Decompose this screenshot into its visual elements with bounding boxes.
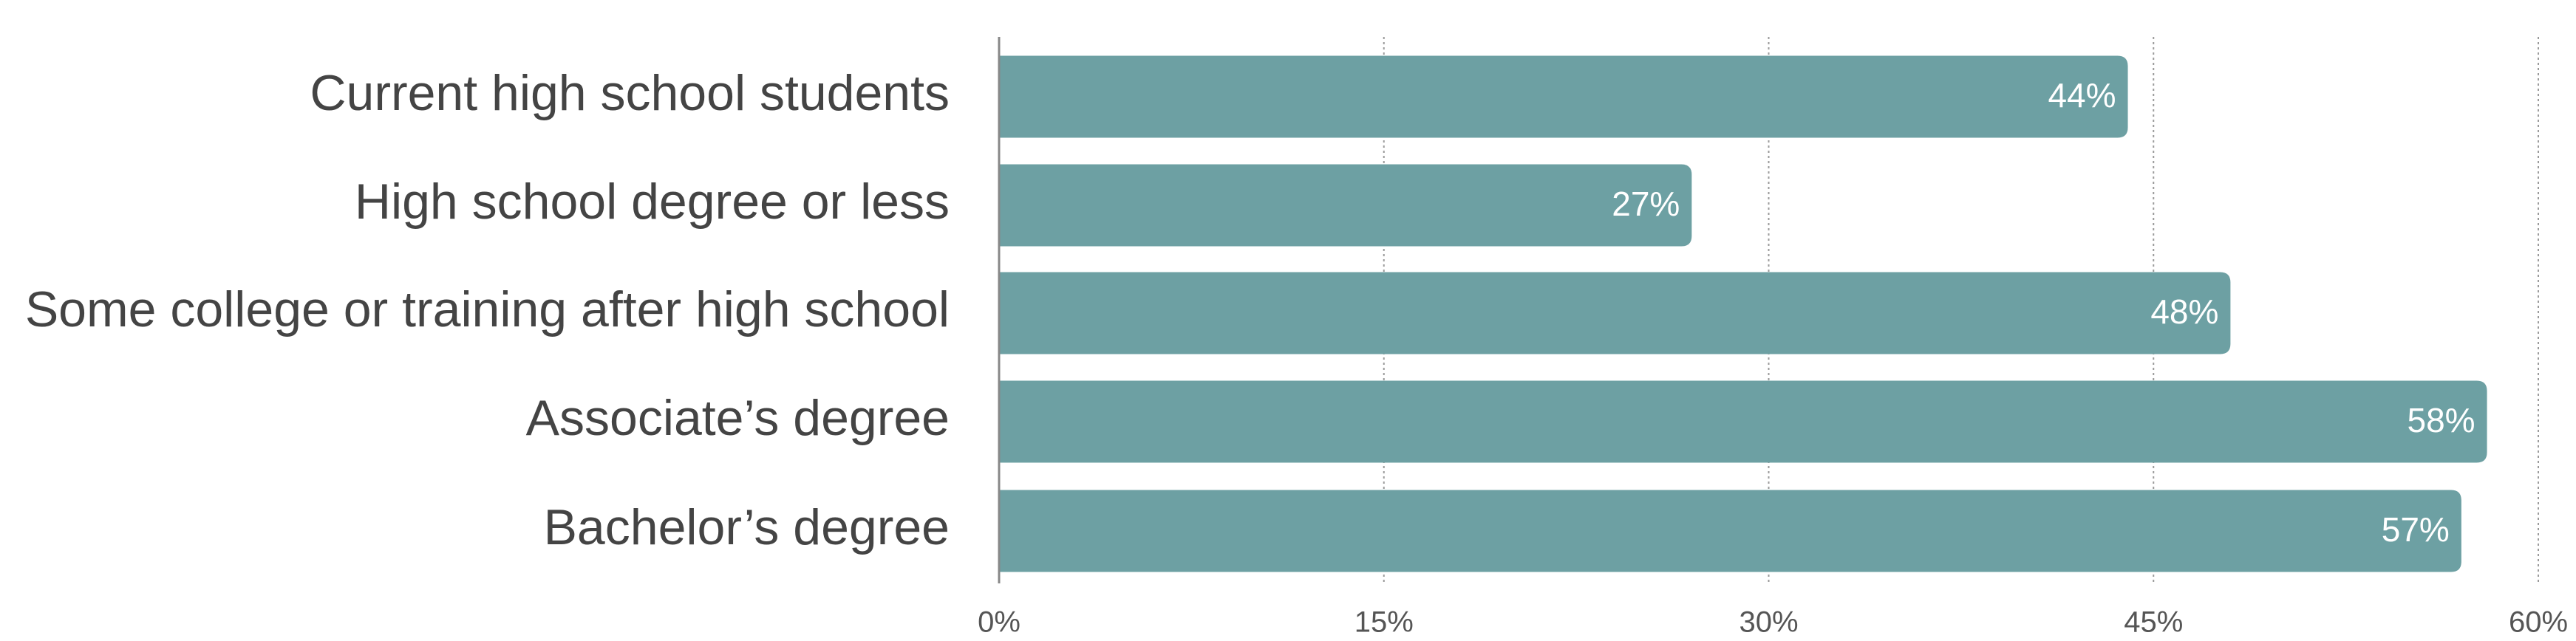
x-tick-label: 0%	[978, 606, 1020, 639]
value-label: 27%	[1612, 185, 1680, 223]
bar	[999, 490, 2461, 572]
value-label: 48%	[2150, 292, 2218, 331]
bar	[999, 272, 2231, 354]
y-tick-label: High school degree or less	[355, 174, 950, 230]
bar	[999, 164, 1692, 247]
x-tick-label: 45%	[2124, 606, 2183, 639]
bar	[999, 55, 2128, 138]
bar	[999, 380, 2487, 463]
x-tick-label: 30%	[1739, 606, 1798, 639]
y-tick-label: Bachelor’s degree	[544, 499, 950, 555]
y-tick-label: Associate’s degree	[526, 390, 950, 446]
y-tick-label: Some college or training after high scho…	[25, 281, 950, 337]
x-tick-label: 60%	[2509, 606, 2568, 639]
value-label: 44%	[2048, 76, 2116, 114]
value-label: 57%	[2382, 510, 2450, 549]
x-tick-label: 15%	[1355, 606, 1414, 639]
y-tick-label: Current high school students	[310, 65, 950, 121]
value-label: 58%	[2407, 401, 2475, 439]
